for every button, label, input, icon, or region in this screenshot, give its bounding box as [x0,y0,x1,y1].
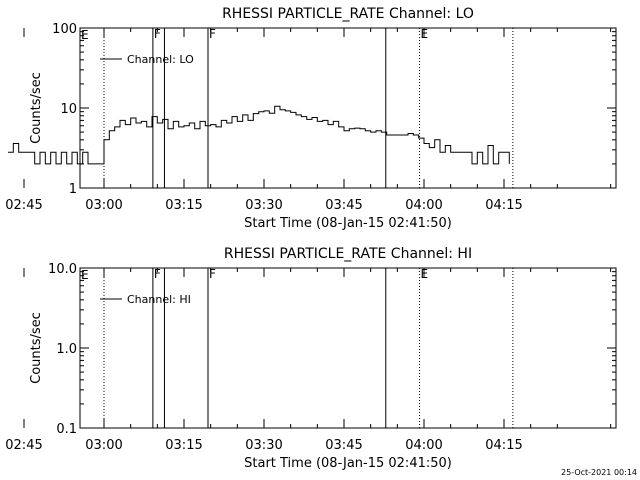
y-tick-label: 1 [69,182,77,197]
marker-label: E [421,27,429,41]
x-tick-label: 03:45 [325,198,362,213]
chart-panel-2: RHESSI PARTICLE_RATE Channel: HI 0.1 1.0 10… [5,246,617,471]
y-tick-label: 10.0 [48,262,77,277]
marker-label: F [209,27,216,41]
y-axis-label: Counts/sec [29,72,44,144]
chart-panel-1: RHESSI PARTICLE_RATE Channel: LO 1 10 100 02… [5,6,617,231]
chart-title: RHESSI PARTICLE_RATE Channel: LO [222,6,474,22]
y-tick-label: 0.1 [56,422,77,437]
x-axis-label: Start Time (08-Jan-15 02:41:50) [244,216,452,231]
x-tick-label: 04:15 [485,198,522,213]
x-tick-label: 02:45 [5,198,42,213]
x-tick-label: 03:15 [165,438,202,453]
marker-label: E [421,267,429,281]
x-tick-label: 04:00 [405,438,442,453]
x-tick-label: 03:30 [245,438,282,453]
plot-frame [79,267,617,429]
x-tick-label: 02:45 [5,438,42,453]
series-line-channel-lo [8,105,510,165]
y-tick-label: 1.0 [56,342,77,357]
x-tick-label: 03:15 [165,198,202,213]
x-tick-label: 03:45 [325,438,362,453]
marker-label: F [154,267,161,281]
legend-label: Channel: HI [127,293,191,306]
x-tick-label: 03:00 [85,438,122,453]
legend-label: Channel: LO [127,53,194,66]
corner-marker-label: E [81,28,89,42]
plot-frame [79,27,617,189]
x-tick-label: 04:15 [485,438,522,453]
chart-title: RHESSI PARTICLE_RATE Channel: HI [224,246,472,262]
generation-timestamp: 25-Oct-2021 00:14 [561,468,637,477]
x-tick-label: 03:30 [245,198,282,213]
y-tick-label: 100 [52,22,77,37]
marker-label: F [154,27,161,41]
y-axis-label: Counts/sec [29,312,44,384]
marker-label: F [209,267,216,281]
y-tick-label: 10 [60,102,77,117]
corner-marker-label: E [81,268,89,282]
x-tick-label: 04:00 [405,198,442,213]
x-tick-label: 03:00 [85,198,122,213]
x-axis-label: Start Time (08-Jan-15 02:41:50) [244,456,452,471]
